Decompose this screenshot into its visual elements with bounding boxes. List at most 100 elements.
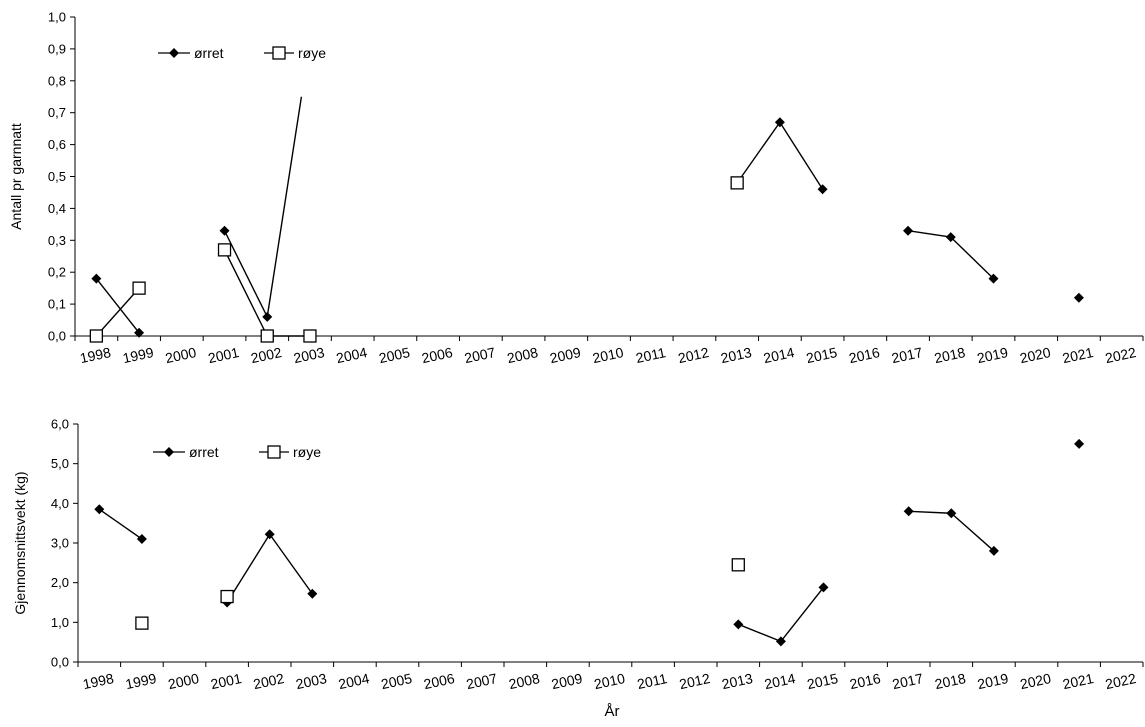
legend-marker-orret [164,447,174,457]
y-tick-label: 3,0 [51,536,69,551]
x-tick-label: 2014 [762,344,796,366]
x-tick-label: 2002 [252,670,286,692]
x-tick-label: 1999 [124,670,158,692]
series-line-orret [908,510,952,514]
x-tick-label: 2001 [207,344,241,366]
data-point-orret [307,588,318,599]
x-tick-label: 2010 [593,670,627,692]
x-tick-label: 2004 [335,344,369,366]
y-tick-label: 0,6 [48,137,66,152]
x-tick-label: 2011 [636,670,669,692]
x-tick-label: 2004 [337,670,371,692]
y-tick-label: 0,3 [48,233,66,248]
x-tick-label: 2003 [292,344,326,366]
x-tick-label: 1999 [121,344,155,366]
legend-label-orret: ørret [194,45,224,61]
chart-panel-top: 0,0 0,1 0,2 0,3 0,4 0,5 0,6 0,7 0,8 0,9 1,0 1998 199… [8,10,1144,366]
x-tick-label: 2019 [976,670,1010,692]
data-point-roye [89,329,104,343]
data-point-roye [135,616,149,630]
y-tick-label: 0,4 [48,201,66,216]
x-tick-label: 2002 [249,344,283,366]
x-tick-label: 2018 [933,670,967,692]
x-tick-label: 2003 [294,670,328,692]
x-tick-label: 2021 [1061,670,1095,692]
series-line-orret [950,512,995,552]
x-tick-label: 2000 [167,670,201,692]
series-line-roye [95,287,140,337]
series-line-orret [269,533,313,595]
legend-marker-roye [272,46,286,60]
data-point-roye [303,329,317,343]
x-tick-label: 2001 [209,670,243,692]
x-tick-label: 2009 [548,344,582,366]
data-point-roye [730,176,744,190]
data-point-orret [945,232,956,243]
data-point-orret [262,311,273,322]
series-line-roye [223,249,268,337]
data-point-orret [1074,438,1085,449]
data-point-orret [733,619,744,630]
series-line-orret [736,121,781,184]
x-tick-label: 2007 [463,344,497,366]
x-tick-label: 2011 [634,344,667,366]
series-line-orret [738,623,782,643]
data-point-orret [903,225,914,236]
x-tick-label: 2018 [933,344,967,366]
y-tick-label: 0,5 [48,169,66,184]
data-point-roye [217,243,232,257]
data-point-orret [91,273,102,284]
x-tick-label: 2013 [719,344,753,366]
y-tick-label: 5,0 [51,456,69,471]
x-tick-label: 1998 [81,670,115,692]
legend-marker-orret [169,48,179,58]
x-tick-label: 2012 [676,344,710,366]
x-tick-label: 2013 [720,670,754,692]
x-tick-label: 2017 [890,344,924,366]
data-point-orret [775,636,786,647]
series-line-orret [780,586,825,642]
x-tick-label: 2005 [380,670,414,692]
x-tick-label: 2007 [465,670,499,692]
data-point-orret [219,225,230,236]
y-tick-label: 2,0 [51,575,69,590]
x-tick-label: 2022 [1104,670,1138,692]
legend-marker-roye [267,445,281,459]
y-axis-label: Antall pr garnnatt [8,123,24,230]
x-tick-label: 2020 [1018,344,1052,366]
x-tick-label: 1998 [78,344,112,366]
x-axis-label: År [605,703,620,720]
y-tick-label: 0,1 [48,297,66,312]
x-tick-label: 2008 [507,670,541,692]
y-tick-label: 0,0 [48,329,66,344]
legend-label-roye: røye [298,45,326,61]
x-tick-label: 2016 [847,344,881,366]
x-tick-label: 2014 [763,670,797,692]
y-tick-label: 0,9 [48,41,66,56]
data-point-roye [132,281,146,295]
y-tick-label: 4,0 [51,496,69,511]
series-line-orret [779,121,824,190]
data-point-orret [94,504,105,515]
legend-label-orret: ørret [189,444,219,460]
y-tick-label: 0,7 [48,105,66,120]
y-tick-label: 6,0 [51,417,69,432]
data-point-orret [136,534,147,545]
x-tick-label: 2017 [891,670,925,692]
x-tick-label: 2022 [1104,344,1138,366]
y-tick-label: 1,0 [48,10,66,25]
chart-panel-bottom: 0,0 1,0 2,0 3,0 4,0 5,0 6,0 1998 1999 2000 2001 200… [12,417,1144,692]
legend: ørret røye [153,444,321,460]
x-tick-label: 2016 [848,670,882,692]
y-tick-label: 0,0 [51,655,69,670]
series-line-orret [95,278,140,334]
data-point-orret [818,582,829,593]
y-axis-label: Gjennomsnittsvekt (kg) [12,471,28,614]
series-line-orret [907,230,951,238]
x-tick-label: 2006 [422,670,456,692]
data-point-orret [1073,292,1084,303]
series-line-orret [223,230,268,318]
series-line-orret [98,508,143,540]
